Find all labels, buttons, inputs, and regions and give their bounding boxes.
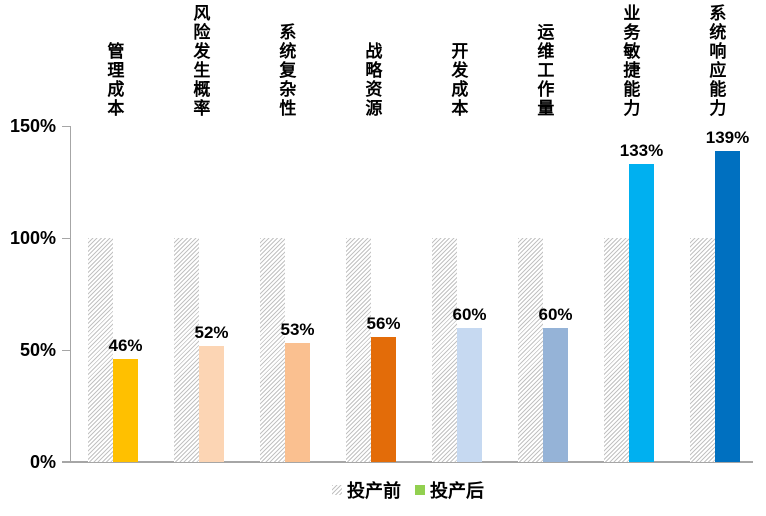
y-axis-tick-mark-3 xyxy=(62,126,70,127)
y-axis-tick-mark-2 xyxy=(62,238,70,239)
category-label-7: 系统响应能力 xyxy=(706,4,726,118)
y-axis-line xyxy=(70,126,71,462)
legend-label-1: 投产后 xyxy=(430,481,484,501)
y-axis-tick-label-1: 50% xyxy=(19,340,56,360)
bar-after-3 xyxy=(371,336,396,462)
bar-before-0 xyxy=(88,238,113,462)
y-axis-tick-label-2: 100% xyxy=(9,228,56,248)
bar-after-0 xyxy=(113,358,138,462)
bar-after-4 xyxy=(457,327,482,462)
bar-before-5 xyxy=(518,238,543,462)
category-label-4: 开发成本 xyxy=(448,42,468,118)
bar-after-2 xyxy=(285,343,310,462)
y-axis-tick-label-0: 0% xyxy=(29,452,56,472)
value-label-6: 133% xyxy=(619,141,664,161)
value-label-3: 56% xyxy=(366,313,401,333)
value-label-7: 139% xyxy=(705,127,750,147)
bar-after-5 xyxy=(543,327,568,462)
bar-before-6 xyxy=(604,238,629,462)
legend: 投产前 投产后 xyxy=(332,477,484,503)
category-label-0: 管理成本 xyxy=(104,42,124,118)
value-label-5: 60% xyxy=(538,304,573,324)
y-axis-tick-label-3: 150% xyxy=(9,116,56,136)
value-label-4: 60% xyxy=(452,304,487,324)
bar-before-7 xyxy=(690,238,715,462)
category-label-6: 业务敏捷能力 xyxy=(620,4,640,118)
category-label-3: 战略资源 xyxy=(362,42,382,118)
x-axis-line xyxy=(62,461,753,463)
legend-swatch-0 xyxy=(332,485,342,495)
bar-after-7 xyxy=(715,150,740,462)
legend-label-0: 投产前 xyxy=(347,481,401,501)
bar-before-2 xyxy=(260,238,285,462)
y-axis-tick-mark-1 xyxy=(62,350,70,351)
bar-before-1 xyxy=(174,238,199,462)
bar-before-4 xyxy=(432,238,457,462)
category-label-5: 运维工作量 xyxy=(534,23,554,118)
legend-item-1: 投产后 xyxy=(415,477,484,503)
value-label-1: 52% xyxy=(194,322,229,342)
bar-before-3 xyxy=(346,238,371,462)
category-label-1: 风险发生概率 xyxy=(190,4,210,118)
value-label-0: 46% xyxy=(108,335,143,355)
category-label-2: 系统复杂性 xyxy=(276,23,296,118)
legend-swatch-1 xyxy=(415,485,425,495)
bar-after-1 xyxy=(199,345,224,462)
legend-item-0: 投产前 xyxy=(332,477,401,503)
value-label-2: 53% xyxy=(280,320,315,340)
bar-after-6 xyxy=(629,164,654,462)
